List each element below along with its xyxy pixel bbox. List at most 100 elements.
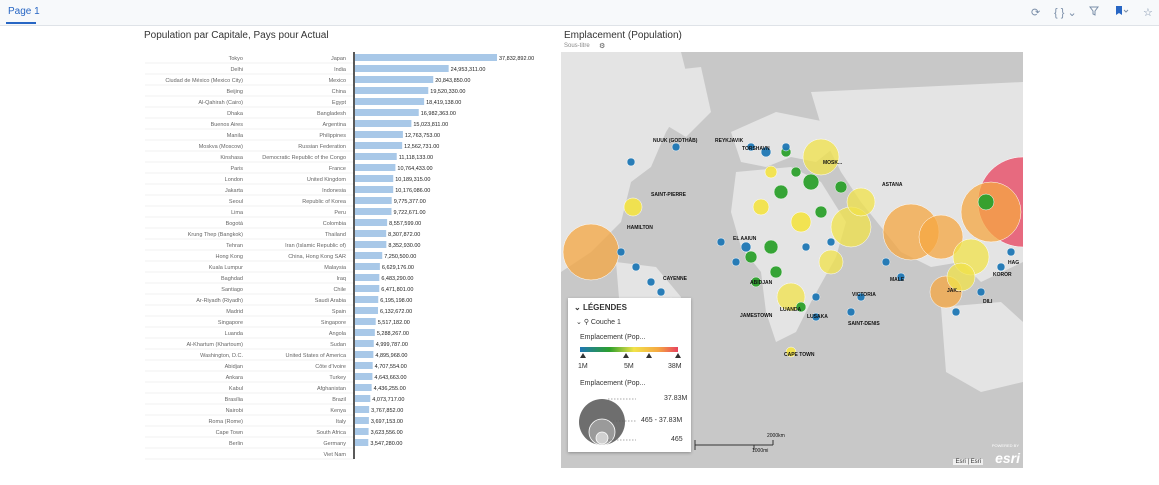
bar[interactable] — [355, 428, 369, 435]
bar[interactable] — [355, 274, 380, 281]
braces-icon[interactable]: { } ⌄ — [1054, 7, 1077, 19]
bar[interactable] — [355, 351, 374, 358]
bar[interactable] — [355, 153, 397, 160]
map-label-male: MALE — [890, 277, 905, 283]
map-bubble[interactable] — [1006, 247, 1016, 257]
map-bubble[interactable] — [814, 205, 828, 219]
map-bubble[interactable] — [811, 292, 821, 302]
bar[interactable] — [355, 219, 388, 226]
legend-header[interactable]: ⌄ LÉGENDES — [574, 303, 627, 312]
bar[interactable] — [355, 65, 449, 72]
bar[interactable] — [355, 395, 371, 402]
map-bubble[interactable] — [811, 312, 821, 322]
bar[interactable] — [355, 120, 412, 127]
map-bubble[interactable] — [716, 237, 726, 247]
bar[interactable] — [355, 417, 369, 424]
map-bubble[interactable] — [918, 214, 964, 260]
bar[interactable] — [355, 54, 497, 61]
bar[interactable] — [355, 340, 374, 347]
map-bubble[interactable] — [976, 287, 986, 297]
map-bubble[interactable] — [802, 138, 840, 176]
map-view[interactable]: NUUK (GODTHÅB) REYKJAVIK TORSHAVN MOSK..… — [561, 52, 1023, 468]
bookmark-icon[interactable] — [1115, 6, 1129, 19]
map-bubble[interactable] — [731, 257, 741, 267]
bar[interactable] — [355, 373, 373, 380]
bar[interactable] — [355, 186, 394, 193]
bar[interactable] — [355, 263, 380, 270]
map-bubble[interactable] — [826, 237, 836, 247]
map-bubble[interactable] — [781, 142, 791, 152]
bar[interactable] — [355, 76, 434, 83]
map-bubble[interactable] — [750, 276, 762, 288]
bar[interactable] — [355, 98, 425, 105]
map-bubble[interactable] — [881, 257, 891, 267]
map-bubble[interactable] — [846, 307, 856, 317]
map-bubble[interactable] — [773, 184, 789, 200]
map-bubble[interactable] — [671, 142, 681, 152]
bar[interactable] — [355, 131, 403, 138]
map-bubble[interactable] — [746, 142, 756, 152]
bar[interactable] — [355, 296, 379, 303]
chevron-down-icon[interactable]: ⌄ — [574, 303, 581, 312]
filter-icon[interactable] — [1089, 6, 1099, 19]
bar[interactable] — [355, 164, 396, 171]
bar[interactable] — [355, 285, 380, 292]
restore-icon[interactable]: ⟳ — [1031, 7, 1041, 19]
bar[interactable] — [355, 439, 369, 446]
map-bubble[interactable] — [764, 165, 778, 179]
map-bubble[interactable] — [977, 193, 995, 211]
map-bubble[interactable] — [802, 173, 820, 191]
bar[interactable] — [355, 230, 387, 237]
map-settings-icon[interactable]: ⚙ — [599, 43, 606, 50]
bar[interactable] — [355, 241, 387, 248]
map-bubble[interactable] — [795, 301, 807, 313]
city-label: Luanda — [225, 331, 244, 337]
bar[interactable] — [355, 142, 403, 149]
map-bubble[interactable] — [790, 166, 802, 178]
star-icon[interactable]: ☆ — [1143, 7, 1153, 19]
bar[interactable] — [355, 318, 376, 325]
map-bubble[interactable] — [834, 180, 848, 194]
bar[interactable] — [355, 109, 419, 116]
map-bubble[interactable] — [996, 262, 1006, 272]
map-attribution[interactable]: Esri | Esri — [953, 459, 983, 465]
map-bubble[interactable] — [818, 249, 844, 275]
map-bubble[interactable] — [790, 211, 812, 233]
map-bubble[interactable] — [562, 223, 620, 281]
map-bubble[interactable] — [763, 239, 779, 255]
map-bubble[interactable] — [856, 292, 866, 302]
map-bubble[interactable] — [646, 277, 656, 287]
bar[interactable] — [355, 87, 429, 94]
map-bubble[interactable] — [626, 157, 636, 167]
map-bubble[interactable] — [656, 287, 666, 297]
country-label: Democratic Republic of the Congo — [262, 155, 346, 161]
map-bubble[interactable] — [951, 307, 961, 317]
map-bubble[interactable] — [769, 265, 783, 279]
map-bubble[interactable] — [760, 146, 772, 158]
bar[interactable] — [355, 362, 373, 369]
map-bubble[interactable] — [623, 197, 643, 217]
bar[interactable] — [355, 406, 370, 413]
bar[interactable] — [355, 307, 379, 314]
bar[interactable] — [355, 175, 394, 182]
map-bubble[interactable] — [946, 262, 976, 292]
map-bubble[interactable] — [785, 346, 797, 358]
bar[interactable] — [355, 384, 372, 391]
bar[interactable] — [355, 197, 392, 204]
map-bubble[interactable] — [744, 250, 758, 264]
legend-layer-row[interactable]: ⌄ ⚲ Couche 1 — [576, 319, 621, 326]
map-bubble[interactable] — [801, 242, 811, 252]
tab-page-1[interactable]: Page 1 — [8, 6, 40, 17]
country-label: United Kingdom — [307, 177, 347, 183]
map-bubble[interactable] — [752, 198, 770, 216]
map-bubble[interactable] — [896, 272, 906, 282]
map-bubble[interactable] — [846, 187, 876, 217]
map-bubble[interactable] — [740, 241, 752, 253]
map-bubble[interactable] — [960, 181, 1022, 243]
bar[interactable] — [355, 329, 375, 336]
bar[interactable] — [355, 208, 392, 215]
map-bubble[interactable] — [631, 262, 641, 272]
map-bubble[interactable] — [616, 247, 626, 257]
bar[interactable] — [355, 252, 383, 259]
chevron-down-icon[interactable]: ⌄ — [576, 319, 582, 326]
